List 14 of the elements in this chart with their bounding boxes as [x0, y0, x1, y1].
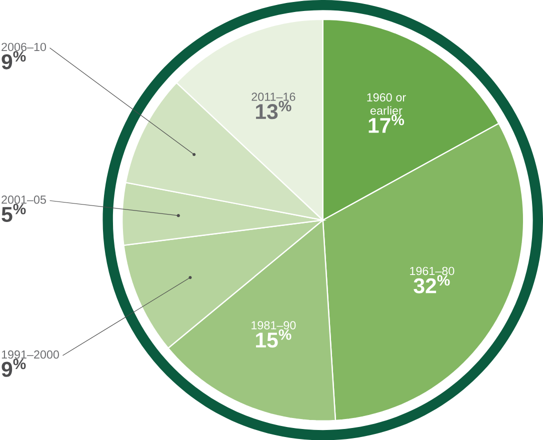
data-label: 13$^{%}$: [256, 100, 292, 120]
slice-label: 2006–10: [2, 42, 46, 51]
data-label: 17$^{%}$: [368, 114, 404, 133]
data-label: 15$^{%}$: [256, 329, 292, 348]
data-label: 32$^{%}$: [414, 274, 450, 294]
slice-label: 1981–90: [252, 321, 296, 330]
slice-label: 2011–16: [252, 92, 296, 101]
data-label: 9$^{%}$: [2, 50, 26, 70]
data-label: 5$^{%}$: [2, 204, 26, 222]
slice-label: 1960 or earlier: [367, 93, 406, 115]
slice-label: 1991–2000: [2, 350, 59, 359]
data-label: 9$^{%}$: [2, 358, 26, 377]
slice-label: 2001–05: [2, 195, 46, 204]
slice-label: 1961–80: [410, 266, 454, 275]
